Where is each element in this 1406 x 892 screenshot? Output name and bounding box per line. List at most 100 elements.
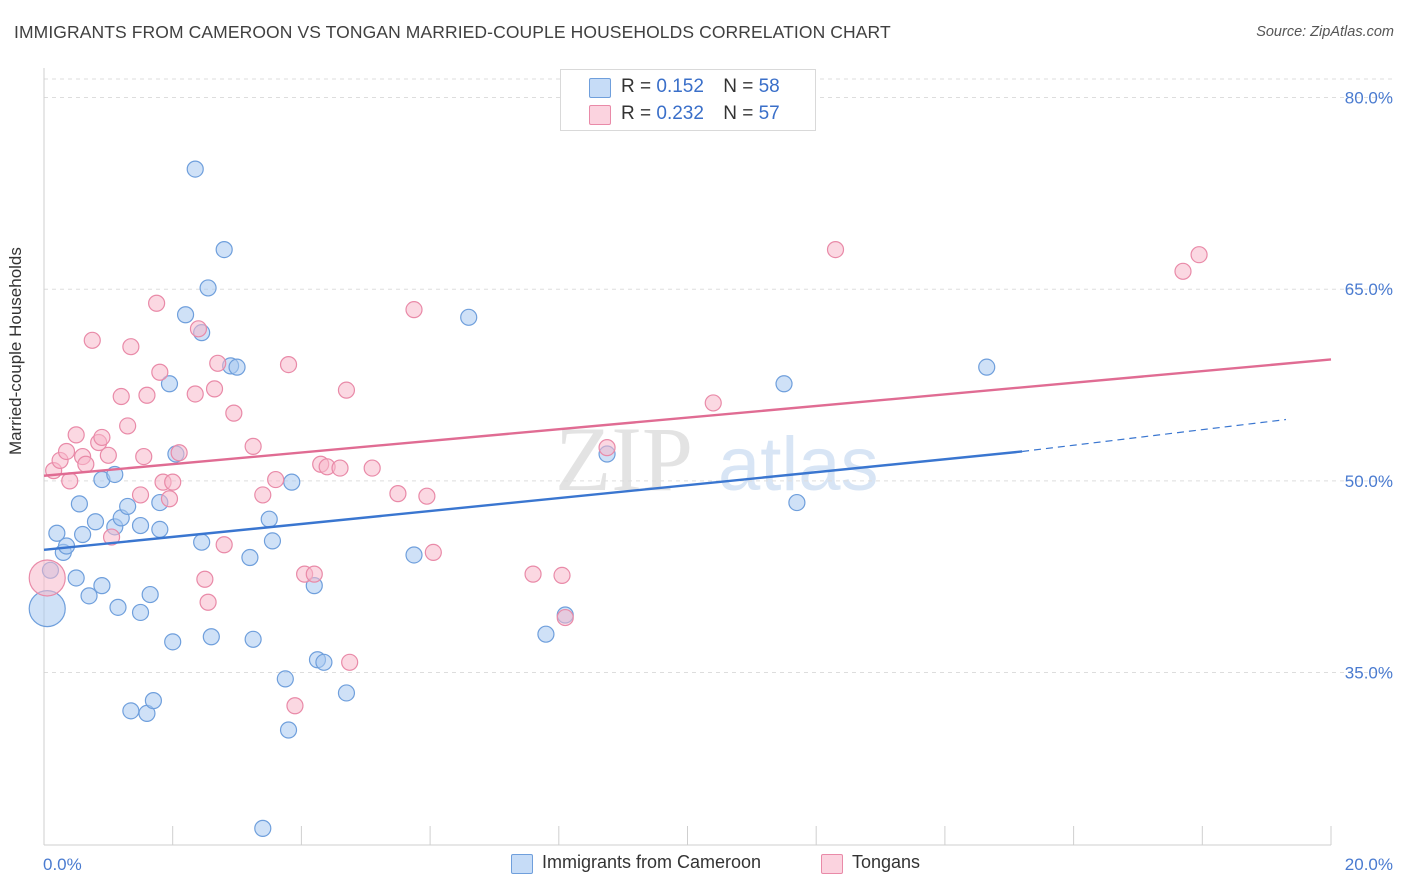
tongans-point: [196, 570, 214, 588]
tongans-point: [131, 486, 150, 504]
tongans-point: [148, 294, 166, 312]
cameroon-point: [263, 532, 282, 550]
tongans-point: [122, 338, 140, 356]
tongans-point: [164, 473, 182, 491]
chart-title: IMMIGRANTS FROM CAMEROON VS TONGAN MARRI…: [14, 22, 891, 42]
cameroon-point: [405, 546, 423, 564]
legend-n-value: 58: [758, 76, 780, 97]
y-tick-labels: 35.0% 50.0% 65.0% 80.0%: [1345, 89, 1393, 683]
legend-n-value: 57: [758, 103, 780, 124]
gridlines: [44, 78, 1392, 674]
cameroon-point: [283, 473, 301, 491]
tongans-point: [553, 566, 571, 585]
cameroon-point: [80, 587, 98, 605]
tongans-trend-line: [43, 358, 1332, 477]
tongans-point: [244, 437, 262, 455]
cameroon-point: [122, 702, 140, 720]
cameroon-point: [241, 548, 259, 567]
cameroon-point: [131, 516, 150, 535]
tongans-point: [138, 386, 156, 404]
tongans-point: [524, 565, 542, 583]
tongans-point: [215, 536, 233, 554]
trend-lines: [43, 358, 1332, 552]
cameroon-point: [199, 279, 217, 297]
cameroon-point: [67, 569, 85, 587]
tongans-point: [61, 472, 79, 490]
cameroon-point: [244, 630, 262, 648]
tongans-point: [598, 439, 616, 457]
cameroon-point: [70, 495, 88, 513]
cameroon-trend-extension: [1022, 418, 1287, 453]
legend-swatch-blue: [589, 78, 611, 98]
tongans-point: [135, 447, 153, 466]
tongans-point: [418, 487, 436, 505]
cameroon-point: [144, 692, 162, 710]
cameroon-point: [228, 358, 246, 376]
tongans-point: [1174, 262, 1192, 280]
tongans-point: [556, 608, 574, 627]
tongans-point: [704, 394, 722, 412]
bottom-legend-swatch-blue: [511, 854, 533, 874]
cameroon-point: [193, 533, 211, 551]
legend-r-value: 0.152: [656, 76, 704, 97]
tongans-point: [331, 459, 349, 477]
tongans-point: [267, 470, 285, 489]
tongans-point: [160, 490, 179, 508]
cameroon-point: [537, 625, 555, 643]
cameroon-point: [176, 306, 195, 324]
legend-r-label: R =: [621, 103, 652, 124]
tongans-point: [77, 455, 95, 473]
x-tick-label: 20.0%: [1345, 855, 1393, 874]
x-tick-labels: 0.0% 20.0%: [43, 855, 1393, 874]
cameroon-point: [86, 513, 105, 531]
cameroon-point: [160, 375, 179, 393]
watermark-zip: ZIP: [555, 408, 693, 510]
source-credit: Source: ZipAtlas.com: [1256, 24, 1394, 40]
tongans-point: [826, 240, 845, 259]
cameroon-point: [254, 819, 272, 837]
y-tick-label: 80.0%: [1345, 89, 1393, 108]
tongans-point: [189, 320, 208, 338]
cameroon-point: [48, 524, 66, 542]
tongans-point: [389, 485, 407, 503]
tongans-point: [305, 565, 323, 583]
tongans-point: [225, 404, 243, 422]
tongans-point: [93, 428, 111, 447]
tongans-point: [28, 559, 66, 597]
tongans-point: [279, 355, 298, 374]
tongans-point: [83, 331, 101, 349]
cameroon-point: [109, 598, 127, 616]
y-axis-label: Married-couple Households: [6, 247, 25, 455]
legend-swatch-pink: [589, 105, 611, 125]
cameroon-point: [215, 240, 233, 259]
cameroon-point: [151, 520, 169, 539]
cameroon-point: [119, 497, 137, 516]
watermark-atlas: atlas: [718, 422, 879, 507]
tongans-point: [337, 381, 356, 399]
tongans-point: [186, 385, 204, 403]
legend-r-value: 0.232: [656, 103, 704, 124]
tongans-point: [57, 442, 76, 461]
tongans-point: [363, 459, 381, 477]
tongans-point: [67, 426, 85, 444]
cameroon-point: [460, 308, 478, 326]
cameroon-point: [131, 603, 150, 622]
tongans-point: [205, 380, 224, 398]
cameroon-point: [775, 375, 793, 393]
cameroon-point: [202, 628, 220, 646]
axes: [43, 68, 1332, 846]
watermark: ZIP atlas: [555, 408, 879, 510]
tongans-point: [424, 543, 442, 562]
legend-r-label: R =: [621, 76, 652, 97]
cameroon-point: [315, 653, 333, 671]
tongans-point: [102, 528, 121, 546]
bottom-legend-label-tongans: Tongans: [852, 852, 921, 872]
cameroon-point: [276, 670, 294, 688]
y-tick-label: 35.0%: [1345, 664, 1393, 683]
cameroon-point: [164, 633, 182, 651]
y-tick-label: 50.0%: [1345, 472, 1393, 491]
tongans-point: [405, 301, 423, 319]
cameroon-point: [74, 525, 92, 544]
cameroon-point: [141, 585, 159, 604]
